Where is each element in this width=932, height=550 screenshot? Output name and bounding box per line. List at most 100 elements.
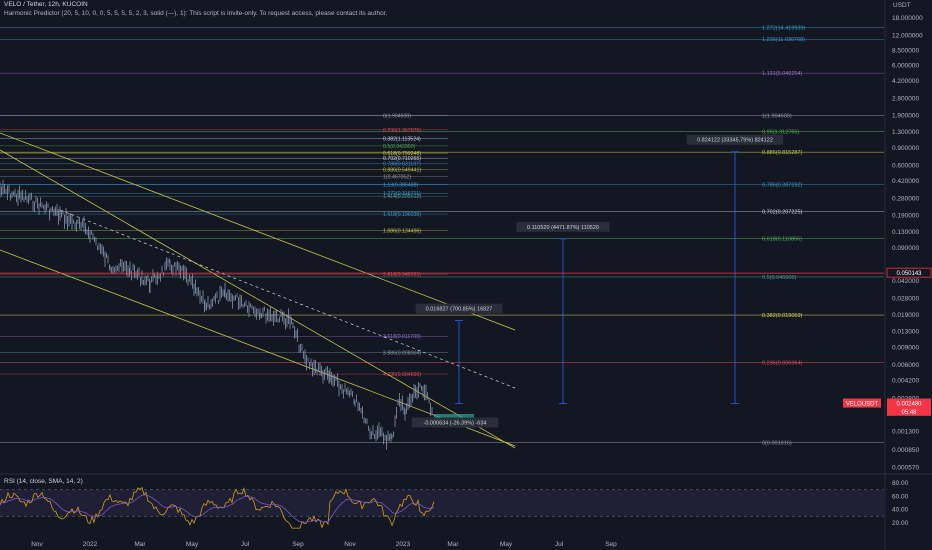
time-axis-label: Jul (241, 541, 250, 548)
fib-level-label: 0.786(0.387292) (762, 182, 803, 188)
time-axis-label: Sep (292, 541, 304, 548)
price-tag-label: 0.002480 (896, 402, 922, 408)
mid-level-label: 0.236(1.367076) (383, 128, 421, 134)
symbol-tag (843, 398, 881, 408)
time-axis-label: Nov (31, 541, 43, 548)
time-axis-label: Mar (134, 541, 146, 548)
price-tag-label: 05:48 (901, 410, 917, 416)
time-axis-label: 2023 (396, 541, 411, 548)
time-axis-label: Mar (447, 541, 459, 548)
price-axis-label: 6.000000 (892, 63, 919, 70)
price-axis-label: 0.006000 (892, 362, 919, 369)
trend-line (0, 132, 516, 331)
time-axis-label: 2022 (83, 541, 98, 548)
rsi-legend[interactable]: RSI (14, close, SMA, 14, 2) (4, 478, 83, 485)
mid-level-label: 1.618(0.196036) (383, 212, 421, 218)
mid-level-label: 4.236(0.004896) (383, 372, 421, 378)
price-axis-label: 2.800000 (892, 96, 919, 103)
mid-level-label: 3.618(0.011709) (383, 334, 421, 340)
rsi-axis-label: 80.00 (892, 480, 909, 487)
fib-level-label: 1(1.904600) (762, 113, 792, 119)
fib-levels-layer: 1.272(14.419939) 1.236(11.030768) 1.131(5.… (0, 26, 884, 446)
measure-label-box (415, 303, 503, 314)
measure-label: -0.000634 (-26.39%) -634 (424, 421, 487, 427)
mid-level-label: 3.886(0.008004) (383, 351, 421, 357)
trend-lines-layer (0, 132, 516, 449)
fib-level-label: 0.95(1.312765) (762, 130, 799, 136)
mid-level-label: 1.886(0.134496) (383, 228, 421, 234)
measure-label-box (411, 417, 499, 428)
chart-legend: VELO / Tether, 12h, KUCOIN Harmonic Pred… (4, 1, 387, 18)
price-axis-label: 0.090000 (892, 245, 919, 252)
mid-level-label: 0.786(0.631187) (383, 161, 421, 167)
price-axis-label: 0.130000 (892, 229, 919, 236)
symbol-title[interactable]: VELO / Tether, 12h, KUCOIN (4, 1, 88, 8)
price-axis-label: 0.000570 (892, 464, 919, 471)
price-axis-label: 0.900000 (892, 145, 919, 152)
time-axis-label: May (500, 541, 513, 548)
mid-level-label: 0.5(0.943390) (383, 144, 416, 150)
price-axis-label: 0.190000 (892, 212, 919, 219)
price-axis-label: 0.000850 (892, 447, 919, 454)
fib-level-label: 0.702(0.207225) (762, 210, 803, 216)
price-axis-label: 1.300000 (892, 129, 919, 136)
price-tag (886, 267, 932, 278)
trend-line (0, 149, 516, 449)
mid-level-label: 0.886(0.549441) (383, 167, 421, 173)
price-axis-label: 18.000000 (892, 15, 923, 22)
rsi-pane: 80.00 60.00 40.00 20.00 (0, 473, 932, 529)
price-axis-label: 4.200000 (892, 78, 919, 85)
measurement-tools[interactable]: 0.824122 (33345.79%) 824122 0.110520 (447… (411, 134, 784, 428)
mid-level-label: 1.414(0.295612) (383, 194, 421, 200)
rsi-band (0, 489, 884, 517)
fib-level-label: 0.382(0.019059) (762, 313, 803, 319)
price-axis-label: 0.028000 (892, 295, 919, 302)
price-axis-label: 12.000000 (892, 33, 923, 40)
mid-level-label: 0.618(0.799248) (383, 151, 421, 157)
rsi-axis-label: 40.00 (892, 507, 909, 514)
price-axis-label: 0.004200 (892, 378, 919, 385)
time-axis-label: May (186, 541, 199, 548)
fib-level-label: 0.886(0.815287) (762, 150, 803, 156)
time-axis-label: Nov (344, 541, 356, 548)
fib-level-label: 0.5(0.046006) (762, 275, 796, 281)
mid-level-label: 1.272(0.316711) (383, 191, 421, 197)
price-axis-label: 0.280000 (892, 196, 919, 203)
price-axis-label: 0.013000 (892, 329, 919, 336)
measure-label-box (686, 134, 784, 145)
price-series (0, 179, 433, 450)
projection-box (434, 414, 474, 421)
rsi-ma-line (0, 494, 435, 523)
indicator-legend[interactable]: Harmonic Predictor (20, 5, 10, 0, 0, 5, … (4, 9, 388, 17)
mid-level-label: 0.702(0.710265) (383, 156, 421, 162)
measure-label: 0.824122 (33345.79%) 824122 (697, 138, 773, 144)
price-axis-label: 0.001300 (892, 429, 919, 436)
trend-line (0, 249, 516, 447)
price-axis-label: 0.600000 (892, 163, 919, 170)
fib-level-label: 0(0.001016) (762, 440, 792, 446)
mid-level-label: 1.13(0.386488) (383, 183, 418, 189)
fib-level-label: 0.618(0.110856) (762, 237, 802, 243)
time-axis[interactable]: Nov 2022 Mar May Jul Sep Nov 2023 Mar May Jul Sep (31, 541, 617, 548)
rsi-axis-label: 20.00 (892, 520, 909, 527)
mid-level-label: 0(1.904600) (383, 113, 411, 119)
time-axis-label: Jul (555, 541, 564, 548)
price-axis-label: 1.900000 (892, 113, 919, 120)
fib-level-label: 0.236(0.006364) (762, 361, 803, 367)
rsi-axis-label: 60.00 (892, 493, 909, 500)
measure-label: 0.110520 (4471.87%) 110520 (527, 225, 599, 231)
price-axis-label: 0.420000 (892, 178, 919, 185)
mid-level-label: 0.382(1.113524) (383, 137, 421, 143)
price-axis-label: 0.019000 (892, 312, 919, 319)
price-tag-label: 0.050143 (896, 271, 922, 277)
fib-level-label: 1.236(11.030768) (762, 37, 805, 43)
fib-level-label: 1.272(14.419939) (762, 26, 806, 32)
price-axis-label: 0.009000 (892, 345, 919, 352)
measure-label: 0.016827 (700.85%) 16827 (426, 307, 493, 313)
currency-label: USDT (893, 2, 911, 9)
price-tag (887, 406, 931, 416)
mid-level-label: 1(0.467052) (383, 174, 411, 180)
measure-label-box (516, 221, 610, 232)
